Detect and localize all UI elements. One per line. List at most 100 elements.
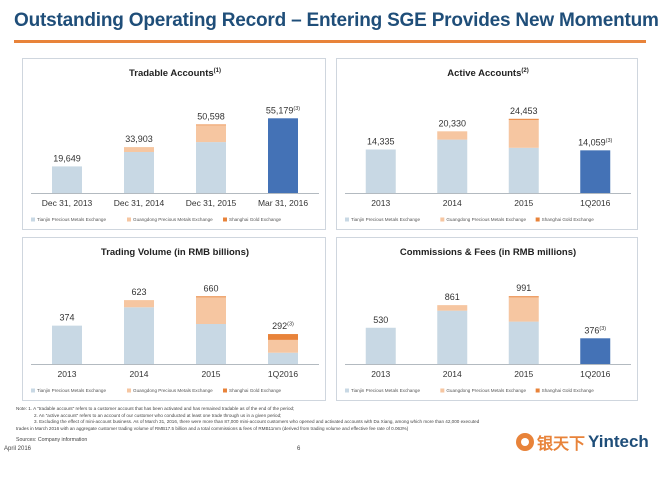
legend-label: Guangdong Precious Metals Exchange xyxy=(446,217,526,222)
x-tick-label: 2014 xyxy=(443,198,462,208)
legend-swatch xyxy=(31,388,35,393)
page-number: 6 xyxy=(297,446,301,452)
bar-segment-tianjin xyxy=(196,324,226,364)
bar-segment-guangdong xyxy=(437,131,468,140)
slide-title: Outstanding Operating Record – Entering … xyxy=(14,10,659,31)
chart-title: Trading Volume (in RMB billions) xyxy=(101,247,249,258)
legend-label: Shanghai Gold Exchange xyxy=(229,217,282,222)
legend-swatch xyxy=(223,388,227,393)
bar-segment-guangdong xyxy=(508,119,539,148)
footnote-1: Note: 1. A “tradable account” refers to … xyxy=(16,406,295,411)
legend-swatch xyxy=(223,217,227,222)
x-tick-label: 2015 xyxy=(514,369,533,379)
x-tick-label: Dec 31, 2014 xyxy=(114,198,165,208)
legend-swatch xyxy=(440,388,445,393)
data-label-footnote-ref: (3) xyxy=(599,326,606,332)
commissions-fees-chart: Commissions & Fees (in RMB millions) 530 2… xyxy=(345,247,631,393)
bar-segment-tianjin xyxy=(52,325,82,364)
active-accounts-panel: Active Accounts(2) 14,335 2013 20,330 2014 24… xyxy=(336,58,638,230)
commissions-fees-panel: Commissions & Fees (in RMB millions) 530 2… xyxy=(336,237,638,401)
tradable-accounts-panel: Tradable Accounts(1) 19,649 Dec 31, 2013 33… xyxy=(22,58,326,230)
bar-segment-shanghai xyxy=(196,296,226,298)
x-tick-label: 2014 xyxy=(130,369,149,379)
data-label: 20,330 xyxy=(438,118,466,128)
chart-title: Tradable Accounts(1) xyxy=(129,68,221,79)
bar-segment-guangdong xyxy=(268,339,298,353)
footnote-2: 2. An “active account” refers to an acco… xyxy=(34,412,282,418)
bar-highlight xyxy=(580,338,611,364)
data-label-footnote-ref: (3) xyxy=(606,138,613,144)
legend-swatch xyxy=(535,388,540,393)
data-label: 19,649 xyxy=(53,153,81,163)
x-tick-label: 1Q2016 xyxy=(268,369,299,379)
x-tick-label: 2014 xyxy=(443,369,462,379)
legend-label: Shanghai Gold Exchange xyxy=(542,388,595,393)
legend-swatch xyxy=(345,217,349,222)
legend-label: Shanghai Gold Exchange xyxy=(229,388,282,393)
bar-segment-guangdong xyxy=(196,125,226,143)
title-divider xyxy=(14,40,646,43)
footnote-3: 3. Excluding the effect of mini-account … xyxy=(34,419,480,425)
data-label: 33,903 xyxy=(125,134,153,144)
legend-label: Tianjin Precious Metals Exchange xyxy=(37,217,106,222)
bar-segment-tianjin xyxy=(124,151,154,193)
data-label-footnote-ref: (3) xyxy=(287,322,294,328)
data-label: 374 xyxy=(59,313,74,323)
x-tick-label: 2013 xyxy=(58,369,77,379)
data-label: 24,453 xyxy=(510,106,538,116)
footnotes: Note: 1. A “tradable account” refers to … xyxy=(16,406,486,432)
data-label: 376(3) xyxy=(584,325,606,335)
x-tick-label: Dec 31, 2013 xyxy=(42,198,93,208)
yintech-logo-mark xyxy=(516,433,534,451)
data-label: 14,059(3) xyxy=(578,137,612,147)
data-label: 530 xyxy=(373,315,388,325)
legend-swatch xyxy=(127,388,131,393)
bar-segment-guangdong xyxy=(196,297,226,324)
bar-segment-tianjin xyxy=(365,327,396,364)
x-tick-label: 2015 xyxy=(202,369,221,379)
footnote-3-continued: trades in March 2016 with an aggregate c… xyxy=(16,425,409,431)
x-tick-label: 1Q2016 xyxy=(580,198,611,208)
sources-note: Sources: Company information xyxy=(16,437,88,443)
legend-swatch xyxy=(345,388,349,393)
yintech-logo: 银天下 Yintech xyxy=(516,430,649,454)
data-label: 861 xyxy=(445,292,460,302)
active-accounts-chart: Active Accounts(2) 14,335 2013 20,330 2014 24… xyxy=(345,68,631,222)
bar-segment-tianjin xyxy=(437,310,468,364)
x-tick-label: Mar 31, 2016 xyxy=(258,198,308,208)
bar-segment-tianjin xyxy=(437,139,468,193)
legend-label: Tianjin Precious Metals Exchange xyxy=(351,388,420,393)
bar-segment-guangdong xyxy=(124,147,154,152)
chart-title-footnote-ref: (1) xyxy=(214,68,221,74)
logo-english-name: Yintech xyxy=(588,432,649,451)
chart-title: Commissions & Fees (in RMB millions) xyxy=(400,247,576,258)
bar-segment-guangdong xyxy=(124,300,154,308)
trading-volume-panel: Trading Volume (in RMB billions) 374 2013 6… xyxy=(22,237,326,401)
bar-segment-guangdong xyxy=(508,297,539,322)
x-tick-label: 2015 xyxy=(514,198,533,208)
bar-segment-tianjin xyxy=(196,142,226,193)
x-tick-label: 2013 xyxy=(371,369,390,379)
data-label-footnote-ref: (3) xyxy=(293,106,300,112)
legend-label: Tianjin Precious Metals Exchange xyxy=(351,217,420,222)
bar-highlight xyxy=(268,118,298,193)
bar-segment-shanghai xyxy=(508,118,539,120)
legend-swatch xyxy=(440,217,445,222)
legend-label: Tianjin Precious Metals Exchange xyxy=(37,388,106,393)
chart-title: Active Accounts(2) xyxy=(447,68,528,79)
x-tick-label: Dec 31, 2015 xyxy=(186,198,237,208)
chart-title-footnote-ref: (2) xyxy=(521,68,528,74)
data-label: 991 xyxy=(516,283,531,293)
logo-chinese-name: 银天下 xyxy=(537,434,586,453)
data-label: 14,335 xyxy=(367,137,395,147)
x-tick-label: 1Q2016 xyxy=(580,369,611,379)
legend-label: Guangdong Precious Metals Exchange xyxy=(133,388,213,393)
bar-segment-shanghai xyxy=(196,124,226,126)
legend-label: Guangdong Precious Metals Exchange xyxy=(133,217,213,222)
data-label: 292(3) xyxy=(272,321,294,331)
x-tick-label: 2013 xyxy=(371,198,390,208)
legend-swatch xyxy=(31,217,35,222)
bar-segment-tianjin xyxy=(365,149,396,193)
bar-segment-tianjin xyxy=(508,321,539,364)
data-label: 55,179(3) xyxy=(266,105,300,115)
